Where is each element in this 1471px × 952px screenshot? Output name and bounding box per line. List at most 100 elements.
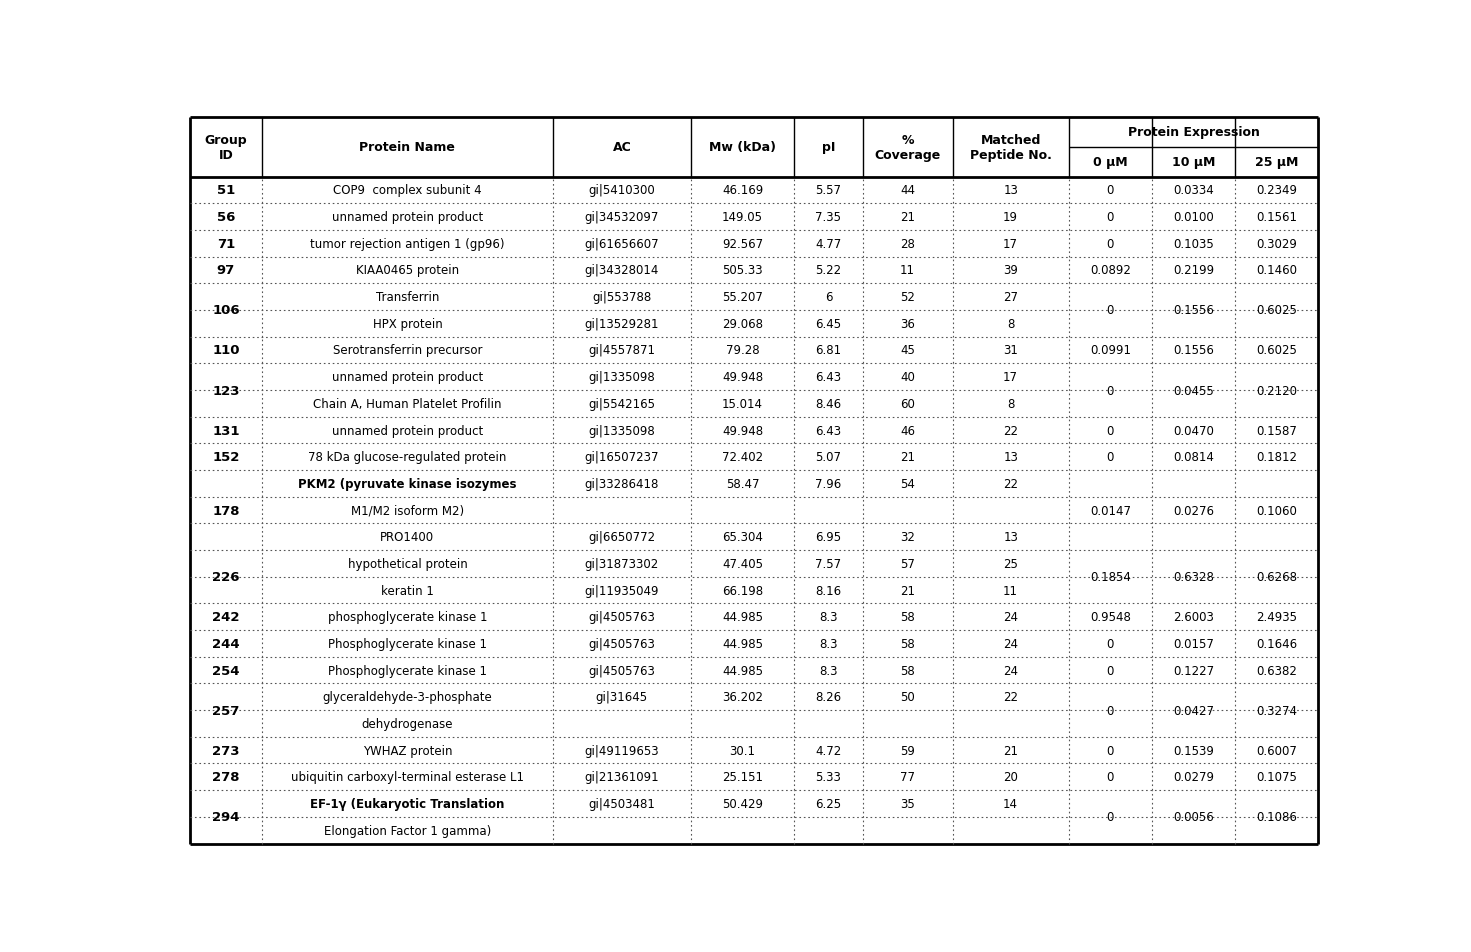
Text: 0: 0 xyxy=(1106,238,1114,250)
Text: 21: 21 xyxy=(900,211,915,224)
Text: gi|61656607: gi|61656607 xyxy=(584,238,659,250)
Text: gi|31645: gi|31645 xyxy=(596,690,647,704)
Text: 57: 57 xyxy=(900,557,915,570)
Text: 0.6025: 0.6025 xyxy=(1256,304,1297,317)
Text: 20: 20 xyxy=(1003,770,1018,783)
Text: 58: 58 xyxy=(900,610,915,624)
Text: 24: 24 xyxy=(1003,664,1018,677)
Text: 278: 278 xyxy=(212,770,240,783)
Text: 0.0147: 0.0147 xyxy=(1090,504,1131,517)
Text: gi|5542165: gi|5542165 xyxy=(588,397,656,410)
Text: glyceraldehyde-3-phosphate: glyceraldehyde-3-phosphate xyxy=(322,690,493,704)
Text: 6.25: 6.25 xyxy=(815,797,841,810)
Text: 152: 152 xyxy=(212,450,240,464)
Text: 0: 0 xyxy=(1106,637,1114,650)
Text: 7.35: 7.35 xyxy=(815,211,841,224)
Text: 0: 0 xyxy=(1106,211,1114,224)
Text: 8.46: 8.46 xyxy=(815,397,841,410)
Text: 226: 226 xyxy=(212,570,240,584)
Text: 0.0455: 0.0455 xyxy=(1172,384,1214,397)
Text: Phosphoglycerate kinase 1: Phosphoglycerate kinase 1 xyxy=(328,664,487,677)
Text: 0.1060: 0.1060 xyxy=(1256,504,1297,517)
Text: hypothetical protein: hypothetical protein xyxy=(347,557,468,570)
Text: 0.1460: 0.1460 xyxy=(1256,265,1297,277)
Text: gi|1335098: gi|1335098 xyxy=(588,370,655,384)
Text: Chain A, Human Platelet Profilin: Chain A, Human Platelet Profilin xyxy=(313,397,502,410)
Text: 257: 257 xyxy=(212,704,240,717)
Text: 0.0157: 0.0157 xyxy=(1172,637,1214,650)
Text: 29.068: 29.068 xyxy=(722,317,763,330)
Text: unnamed protein product: unnamed protein product xyxy=(332,424,482,437)
Text: 6.43: 6.43 xyxy=(815,370,841,384)
Text: Protein Name: Protein Name xyxy=(359,141,456,154)
Text: 0: 0 xyxy=(1106,664,1114,677)
Text: gi|16507237: gi|16507237 xyxy=(584,450,659,464)
Text: 49.948: 49.948 xyxy=(722,424,763,437)
Text: 7.96: 7.96 xyxy=(815,477,841,490)
Text: 0.1075: 0.1075 xyxy=(1256,770,1297,783)
Text: 0: 0 xyxy=(1106,704,1114,717)
Text: 0: 0 xyxy=(1106,450,1114,464)
Text: 47.405: 47.405 xyxy=(722,557,763,570)
Text: 0.6007: 0.6007 xyxy=(1256,744,1297,757)
Text: 40: 40 xyxy=(900,370,915,384)
Text: 4.77: 4.77 xyxy=(815,238,841,250)
Text: 0.6382: 0.6382 xyxy=(1256,664,1297,677)
Text: gi|5410300: gi|5410300 xyxy=(588,185,655,197)
Text: 0.1556: 0.1556 xyxy=(1172,304,1214,317)
Text: Matched
Peptide No.: Matched Peptide No. xyxy=(969,133,1052,162)
Text: 11: 11 xyxy=(1003,584,1018,597)
Text: 22: 22 xyxy=(1003,690,1018,704)
Text: 71: 71 xyxy=(216,238,235,250)
Text: keratin 1: keratin 1 xyxy=(381,584,434,597)
Text: %
Coverage: % Coverage xyxy=(875,133,941,162)
Text: 0: 0 xyxy=(1106,744,1114,757)
Text: Phosphoglycerate kinase 1: Phosphoglycerate kinase 1 xyxy=(328,637,487,650)
Text: 273: 273 xyxy=(212,744,240,757)
Text: EF-1γ (Eukaryotic Translation: EF-1γ (Eukaryotic Translation xyxy=(310,797,505,810)
Text: 0.9548: 0.9548 xyxy=(1090,610,1131,624)
Text: 0.0892: 0.0892 xyxy=(1090,265,1131,277)
Text: Elongation Factor 1 gamma): Elongation Factor 1 gamma) xyxy=(324,823,491,837)
Text: gi|4505763: gi|4505763 xyxy=(588,664,655,677)
Text: 72.402: 72.402 xyxy=(722,450,763,464)
Text: 65.304: 65.304 xyxy=(722,530,763,544)
Text: 8.3: 8.3 xyxy=(819,664,837,677)
Text: 0.1035: 0.1035 xyxy=(1172,238,1214,250)
Text: 31: 31 xyxy=(1003,344,1018,357)
Text: 8.16: 8.16 xyxy=(815,584,841,597)
Text: dehydrogenase: dehydrogenase xyxy=(362,717,453,730)
Text: gi|4505763: gi|4505763 xyxy=(588,610,655,624)
Text: 0.1561: 0.1561 xyxy=(1256,211,1297,224)
Text: 36.202: 36.202 xyxy=(722,690,763,704)
Text: 44: 44 xyxy=(900,185,915,197)
Text: gi|1335098: gi|1335098 xyxy=(588,424,655,437)
Text: 7.57: 7.57 xyxy=(815,557,841,570)
Text: 13: 13 xyxy=(1003,530,1018,544)
Text: 106: 106 xyxy=(212,304,240,317)
Text: ubiquitin carboxyl-terminal esterase L1: ubiquitin carboxyl-terminal esterase L1 xyxy=(291,770,524,783)
Text: 58.47: 58.47 xyxy=(725,477,759,490)
Text: 14: 14 xyxy=(1003,797,1018,810)
Text: 0.2120: 0.2120 xyxy=(1256,384,1297,397)
Text: gi|11935049: gi|11935049 xyxy=(584,584,659,597)
Text: gi|553788: gi|553788 xyxy=(593,291,652,304)
Text: unnamed protein product: unnamed protein product xyxy=(332,370,482,384)
Text: 0.0276: 0.0276 xyxy=(1172,504,1214,517)
Text: 13: 13 xyxy=(1003,185,1018,197)
Text: gi|33286418: gi|33286418 xyxy=(584,477,659,490)
Text: 51: 51 xyxy=(216,185,235,197)
Text: gi|31873302: gi|31873302 xyxy=(585,557,659,570)
Text: 17: 17 xyxy=(1003,370,1018,384)
Text: 21: 21 xyxy=(900,584,915,597)
Text: 2.6003: 2.6003 xyxy=(1172,610,1214,624)
Text: 15.014: 15.014 xyxy=(722,397,763,410)
Text: 0.6268: 0.6268 xyxy=(1256,570,1297,584)
Text: 8.3: 8.3 xyxy=(819,637,837,650)
Text: gi|21361091: gi|21361091 xyxy=(584,770,659,783)
Text: 0: 0 xyxy=(1106,304,1114,317)
Text: 66.198: 66.198 xyxy=(722,584,763,597)
Text: 11: 11 xyxy=(900,265,915,277)
Text: 6.43: 6.43 xyxy=(815,424,841,437)
Text: 178: 178 xyxy=(212,504,240,517)
